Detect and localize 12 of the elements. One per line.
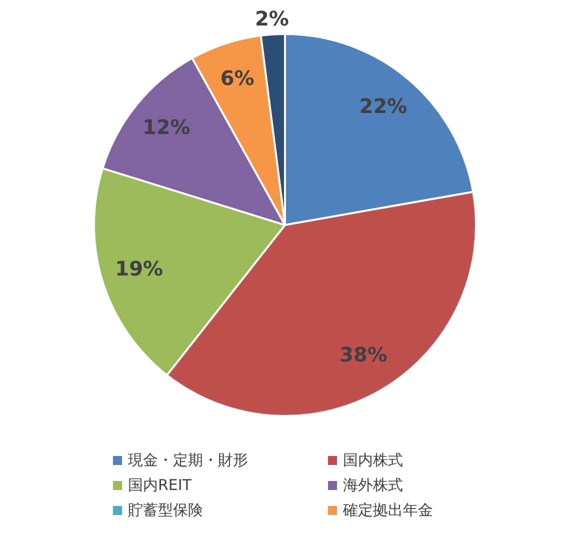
data-label: 19%	[115, 256, 164, 281]
data-label: 12%	[142, 114, 190, 139]
legend-label: 貯蓄型保険	[128, 500, 203, 520]
data-label: 6%	[220, 66, 254, 90]
legend-label: 海外株式	[343, 476, 403, 494]
data-label: 22%	[359, 94, 408, 118]
legend-label: 国内株式	[343, 450, 403, 470]
legend-label: 国内REIT	[128, 476, 192, 494]
legend-label: 現金・定期・財形	[128, 450, 248, 470]
data-label: 2%	[255, 6, 289, 31]
legend-label: 確定拠出年金	[343, 500, 433, 520]
data-label: 38%	[340, 342, 388, 366]
